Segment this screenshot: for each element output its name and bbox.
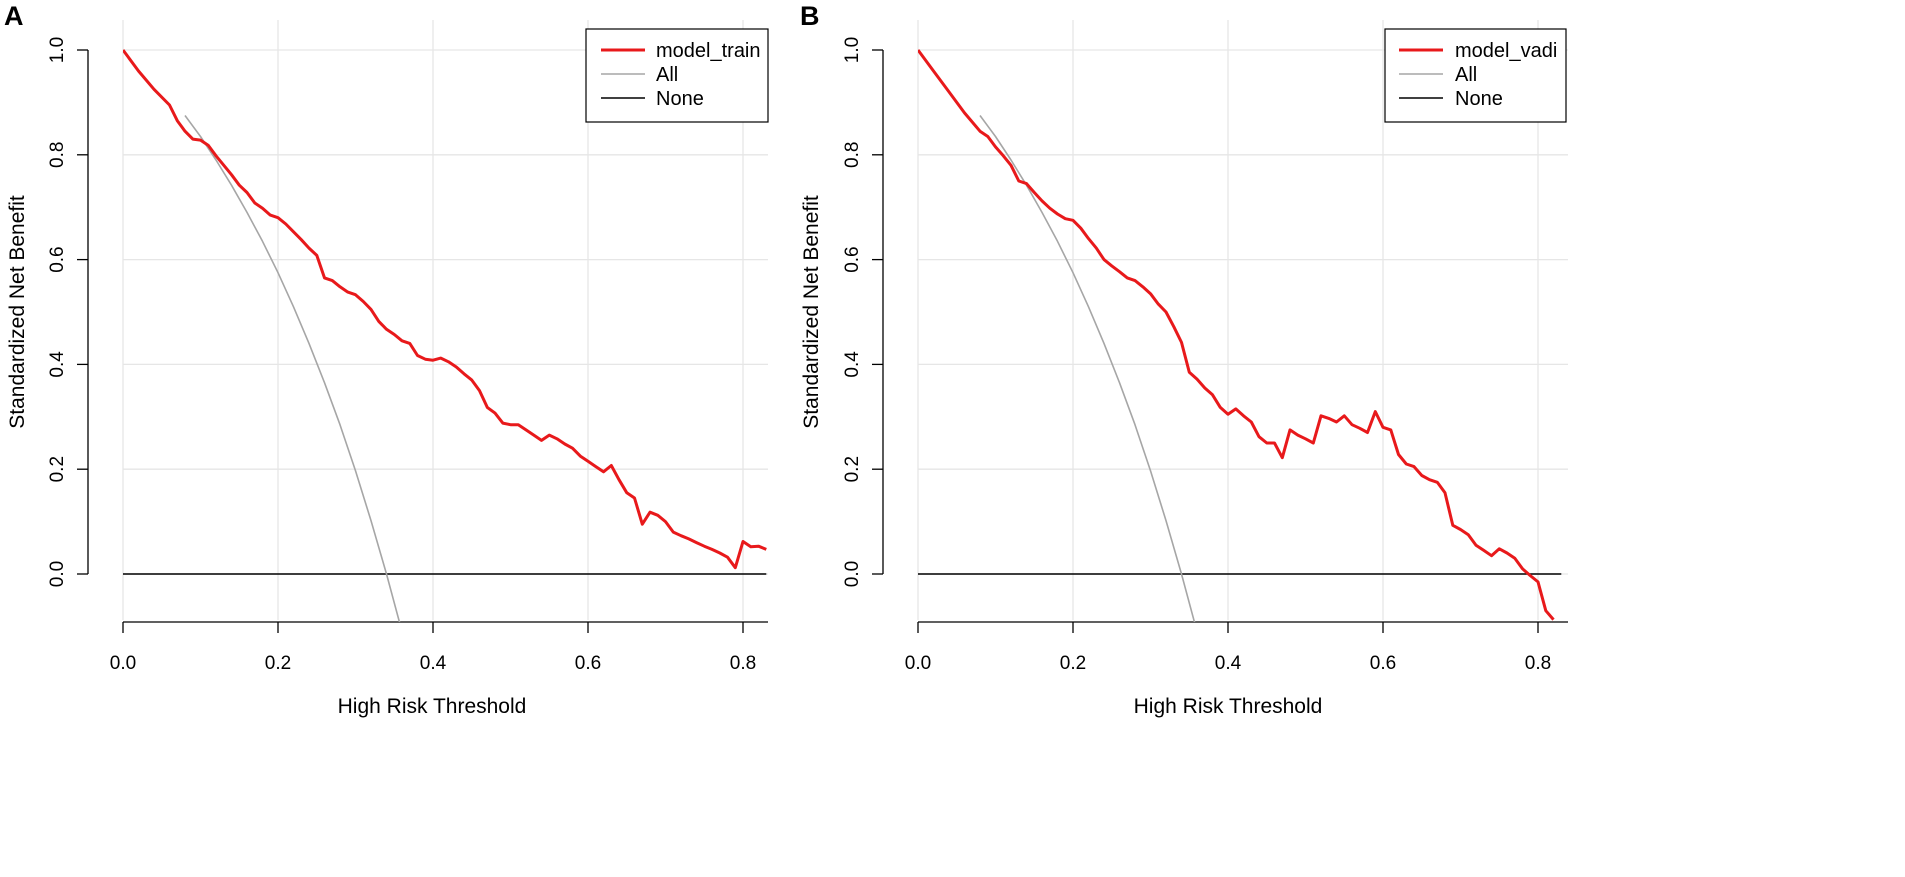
x-tick-label: 0.6	[575, 653, 601, 674]
panel-b: B 0.0 0.2 0.4 0.6 0.8 0.0 0.2 0.4 0.6 0.8 1.0 High…	[800, 1, 1568, 718]
legend-a: model_train All None	[585, 28, 769, 123]
legend-label-none: None	[656, 88, 704, 110]
ticks-a: 0.0 0.2 0.4 0.6 0.8 0.0 0.2 0.4 0.6 0.8 1.0	[47, 37, 756, 674]
y-tick-label: 0.0	[842, 561, 863, 587]
y-tick-label: 0.6	[842, 246, 863, 272]
legend-label-model: model_vadi	[1455, 40, 1557, 62]
x-tick-label: 0.8	[1525, 653, 1551, 674]
y-axis-label-a: Standardized Net Benefit	[6, 195, 29, 429]
legend-b: model_vadi All None	[1384, 28, 1567, 123]
treat-all-curve	[979, 115, 1196, 622]
y-tick-label: 0.4	[842, 351, 863, 378]
x-tick-label: 0.0	[110, 653, 136, 674]
panel-letter-b: B	[800, 1, 820, 31]
y-tick-label: 0.2	[47, 456, 68, 482]
y-tick-label: 1.0	[842, 37, 863, 63]
treat-all-curve	[184, 115, 401, 622]
y-tick-label: 0.8	[842, 142, 863, 168]
model-curve	[123, 49, 767, 570]
x-tick-label: 0.6	[1370, 653, 1396, 674]
legend-label-model: model_train	[656, 40, 761, 62]
y-tick-label: 1.0	[47, 37, 68, 63]
x-tick-label: 0.8	[730, 653, 756, 674]
y-tick-label: 0.2	[842, 456, 863, 482]
x-tick-label: 0.4	[420, 653, 447, 674]
ticks-b: 0.0 0.2 0.4 0.6 0.8 0.0 0.2 0.4 0.6 0.8 1.0	[842, 37, 1551, 674]
x-tick-label: 0.4	[1215, 653, 1242, 674]
series-b	[918, 49, 1562, 622]
x-axis-label-b: High Risk Threshold	[1134, 695, 1323, 718]
x-tick-label: 0.2	[265, 653, 291, 674]
legend-box	[1384, 28, 1567, 123]
y-tick-label: 0.0	[47, 561, 68, 587]
series-a	[123, 49, 767, 622]
x-tick-label: 0.2	[1060, 653, 1086, 674]
legend-box	[585, 28, 769, 123]
y-tick-label: 0.6	[47, 246, 68, 272]
y-axis-label-b: Standardized Net Benefit	[800, 195, 823, 429]
legend-label-none: None	[1455, 88, 1503, 110]
panel-letter-a: A	[4, 1, 24, 31]
panel-a: A 0.0 0.2 0.4 0.6 0.8 0.0 0.2 0.4 0.6 0.8 1.0 High…	[4, 1, 769, 718]
x-axis-label-a: High Risk Threshold	[338, 695, 527, 718]
x-tick-label: 0.0	[905, 653, 931, 674]
y-tick-label: 0.4	[47, 351, 68, 378]
model-curve	[918, 49, 1555, 621]
legend-label-all: All	[656, 64, 678, 86]
legend-label-all: All	[1455, 64, 1477, 86]
y-tick-label: 0.8	[47, 142, 68, 168]
